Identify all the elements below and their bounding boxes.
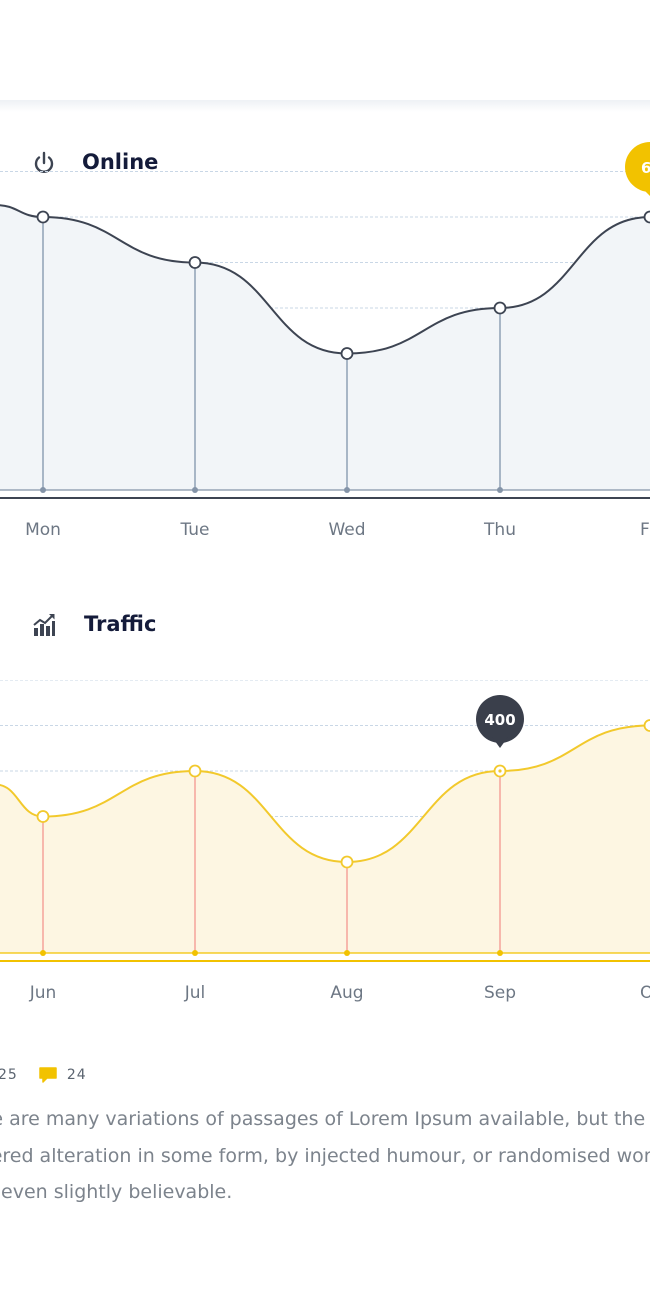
card-top-shadow (0, 100, 650, 112)
comment-icon (38, 1066, 58, 1084)
value-badge (476, 695, 524, 743)
x-tick-label: Wed (328, 520, 365, 540)
series-line (0, 204, 650, 355)
x-tick-label: Jun (29, 983, 57, 1003)
x-tick-label: O (640, 983, 650, 1003)
data-point (36, 810, 50, 823)
x-tick-label: Thu (483, 520, 516, 540)
online-title: Online (82, 150, 159, 174)
x-tick-label: F (640, 520, 650, 540)
value-badge (625, 142, 650, 192)
views-count: 25 (0, 1067, 18, 1083)
data-point (36, 210, 50, 224)
data-point (643, 719, 650, 732)
value-badge-text: 60 (641, 159, 650, 177)
data-point (643, 210, 650, 224)
data-point (340, 855, 354, 869)
data-point (188, 764, 202, 778)
traffic-chart: Jun Jul Aug Sep O 400 (0, 680, 650, 1003)
x-tick-label: Mon (25, 520, 61, 540)
data-point (188, 256, 202, 269)
x-tick-label: Jul (184, 983, 206, 1003)
x-tick-label: Aug (330, 983, 363, 1003)
excerpt-line: re are many variations of passages of Lo… (0, 1108, 646, 1130)
x-tick-label: Sep (484, 983, 516, 1003)
comments-count[interactable]: 24 (38, 1066, 87, 1084)
data-point (493, 301, 507, 315)
area-fill (0, 205, 650, 490)
area-fill (0, 725, 650, 953)
series-line (0, 724, 650, 864)
power-icon (31, 150, 57, 176)
excerpt-line: fered alteration in some form, by inject… (0, 1144, 650, 1167)
post-meta: 25 24 (0, 1066, 87, 1084)
badge-pointer (492, 737, 508, 748)
excerpt-line: k even slightly believable. (0, 1181, 233, 1203)
value-badge-text: 400 (484, 711, 515, 729)
traffic-title: Traffic (84, 612, 157, 636)
data-point-center (498, 769, 502, 773)
post-excerpt: re are many variations of passages of Lo… (0, 1101, 650, 1211)
bar-chart-trend-icon (31, 612, 57, 638)
x-tick-label: Tue (179, 520, 209, 540)
data-point (340, 347, 354, 360)
online-chart: Mon Tue Wed Thu F 60 (0, 142, 650, 540)
